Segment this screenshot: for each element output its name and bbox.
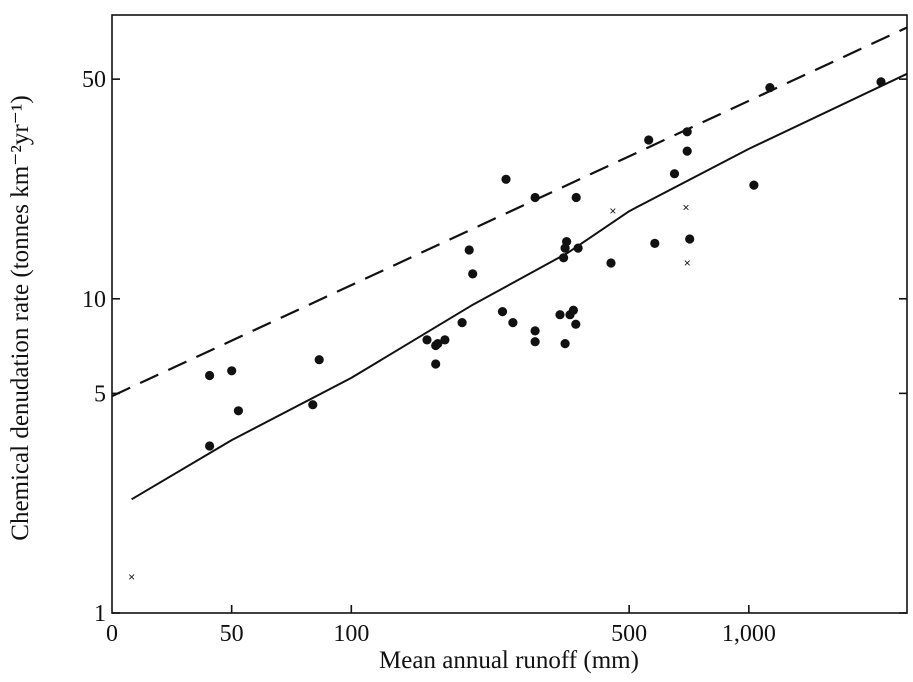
data-point: [457, 318, 467, 328]
data-point: [571, 319, 581, 329]
cross-marker: ×: [609, 204, 616, 218]
y-tick-label: 10: [82, 287, 106, 313]
dashed-trend-line: [111, 26, 908, 398]
data-point: [314, 355, 324, 365]
data-point: [501, 174, 511, 184]
solid-trend-line: [131, 72, 908, 501]
data-point: [571, 192, 581, 203]
data-point: [644, 135, 654, 145]
data-point: [227, 366, 237, 376]
y-tick-label: 1: [94, 601, 106, 627]
data-point: [308, 400, 318, 410]
x-tick-label: 1,000: [722, 621, 776, 647]
data-point: [530, 326, 540, 336]
trend-lines: [111, 26, 908, 501]
x-axis-title: Mean annual runoff (mm): [379, 647, 639, 674]
data-point: [468, 269, 478, 279]
data-point: [464, 245, 474, 255]
data-point: [431, 359, 441, 369]
data-point: [765, 83, 775, 93]
data-point: [650, 238, 660, 248]
y-axis-title: Chemical denudation rate (tonnes km⁻²yr⁻…: [7, 95, 34, 540]
data-point: [749, 180, 759, 190]
data-point: [205, 441, 215, 451]
data-point: [497, 307, 508, 317]
x-tick-label: 50: [220, 621, 244, 647]
data-point: [568, 305, 579, 315]
cross-marker: ×: [128, 570, 135, 584]
data-point: [559, 253, 569, 263]
x-tick-label: 0: [106, 621, 118, 647]
data-point: [606, 258, 616, 268]
data-point: [555, 310, 565, 320]
data-point: [562, 237, 572, 247]
data-point: [205, 370, 215, 381]
data-point: [685, 234, 695, 244]
data-point: [422, 335, 432, 345]
data-point: [530, 337, 540, 347]
data-point: [433, 339, 443, 349]
axis-ticks: 0 50 100 500 1,000 1 5 10 50: [82, 67, 907, 647]
data-points: × × × ×: [128, 77, 886, 584]
data-point: [440, 335, 450, 345]
y-tick-label: 5: [94, 381, 106, 407]
x-tick-label: 500: [611, 621, 647, 647]
data-point: [530, 192, 540, 203]
data-point: [682, 146, 692, 156]
data-point: [669, 169, 680, 179]
data-point: [508, 318, 518, 328]
cross-marker: ×: [684, 256, 691, 270]
data-point: [573, 243, 583, 253]
data-point: [682, 127, 692, 137]
data-point: [560, 339, 570, 349]
cross-marker: ×: [682, 201, 689, 215]
x-tick-label: 100: [333, 621, 369, 647]
y-tick-label: 50: [82, 67, 106, 93]
data-point: [876, 77, 886, 87]
data-point: [233, 406, 243, 416]
plot-frame: [111, 14, 908, 614]
